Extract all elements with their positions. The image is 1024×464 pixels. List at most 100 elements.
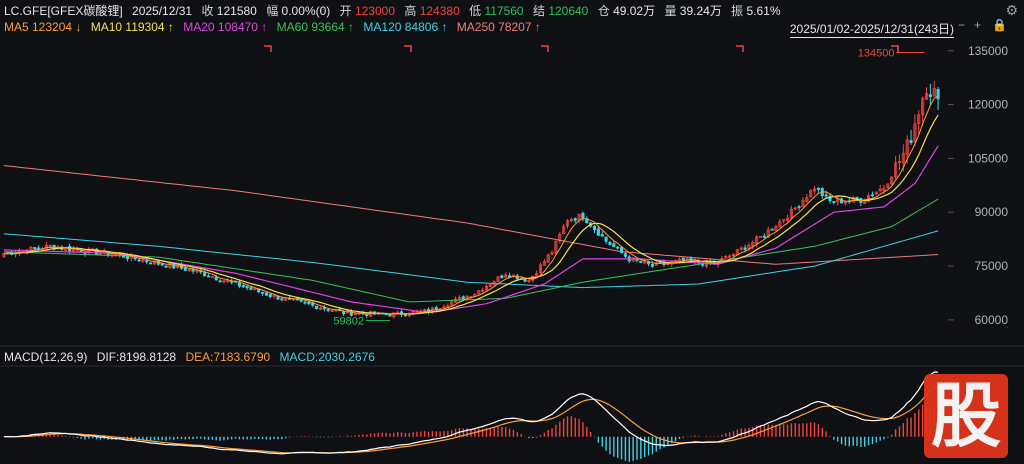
candle-body: [824, 194, 828, 197]
close-value: 121580: [216, 4, 257, 18]
candle-body: [392, 312, 396, 318]
open-value: 123000: [354, 4, 395, 18]
candle-body: [913, 123, 917, 142]
candle-body: [932, 88, 936, 97]
candle-body: [905, 139, 909, 155]
candle-body: [789, 208, 793, 219]
candle-body: [322, 307, 326, 310]
candle-body: [33, 247, 37, 249]
candle-body: [774, 226, 778, 232]
candle-body: [608, 242, 612, 246]
ma60-legend: MA60 93664 ↑: [276, 20, 355, 34]
candle-body: [643, 261, 647, 264]
macd-value: MACD:2030.2676: [279, 350, 375, 364]
candle-body: [558, 233, 562, 242]
candle-body: [581, 212, 585, 219]
candle-body: [897, 161, 902, 164]
settings-icon[interactable]: ⚙: [1005, 2, 1018, 18]
candle-body: [778, 221, 782, 228]
oi-value: 49.02万: [613, 4, 656, 18]
candle-body: [222, 280, 226, 283]
ma5-line: [3, 94, 939, 315]
candle-body: [917, 114, 921, 125]
y-tick-label: 90000: [975, 205, 1009, 219]
candle-body: [434, 307, 438, 310]
candle-body: [554, 240, 558, 254]
candle-body: [870, 194, 875, 197]
candle-body: [739, 247, 743, 250]
candle-body: [728, 255, 732, 258]
candle-body: [260, 291, 265, 294]
candle-body: [751, 241, 755, 247]
candle-body: [542, 261, 546, 266]
candle-body: [758, 236, 763, 238]
candle-body: [230, 281, 234, 283]
oi-label: 仓: [597, 4, 610, 18]
candle-body: [125, 256, 130, 260]
open-label: 开: [339, 4, 352, 18]
y-tick-label: 105000: [968, 151, 1008, 165]
candle-body: [326, 308, 330, 311]
candle-body: [874, 191, 878, 195]
candle-body: [840, 198, 844, 204]
candle-body: [882, 187, 886, 191]
ma5-legend: MA5 123204 ↓: [4, 20, 82, 34]
macd-header: MACD(12,26,9) DIF:8198.8128 DEA:7183.679…: [4, 350, 381, 364]
candle-body: [612, 243, 616, 248]
candle-body: [936, 88, 940, 100]
candle-body: [569, 219, 573, 222]
candle-body: [812, 188, 817, 192]
candle-body: [249, 287, 253, 290]
dif-line: [3, 371, 939, 455]
ma120-line: [3, 230, 939, 289]
plus-icon[interactable]: +: [974, 18, 982, 32]
candle-body: [318, 307, 323, 310]
candle-body: [909, 140, 913, 144]
candle-body: [164, 265, 168, 268]
candle-body: [75, 249, 79, 252]
candle-body: [562, 226, 566, 235]
amp-value: 0.00%(0): [281, 4, 331, 18]
candle-body: [280, 298, 284, 301]
candle-body: [550, 252, 554, 255]
candle-body: [226, 280, 230, 282]
lock-icon[interactable]: 🔒: [992, 18, 1007, 32]
candle-body: [654, 262, 658, 266]
ma250-line: [3, 165, 939, 265]
ma120-legend: MA120 84806 ↑: [363, 20, 448, 34]
candle-body: [886, 183, 890, 188]
candle-body: [141, 259, 145, 262]
candle-body: [496, 276, 500, 282]
candle-body: [619, 247, 624, 254]
candle-body: [770, 228, 774, 231]
ma60-line: [3, 198, 939, 303]
candle-body: [210, 276, 214, 279]
date-range-selector[interactable]: 2025/01/02-2025/12/31(243日): [789, 22, 954, 38]
candle-body: [44, 244, 48, 249]
settle-value: 120640: [548, 4, 589, 18]
period-marker: [736, 45, 744, 52]
candle-body: [450, 301, 454, 306]
close-label: 收: [201, 4, 214, 18]
candle-body: [928, 94, 932, 98]
ma250-legend: MA250 78207 ↑: [456, 20, 541, 34]
candle-body: [307, 301, 311, 305]
candle-body: [203, 272, 207, 277]
candle-body: [623, 253, 627, 257]
minus-icon[interactable]: −: [958, 18, 966, 32]
candle-body: [218, 280, 222, 283]
candle-body: [828, 195, 832, 202]
candle-body: [573, 218, 577, 221]
swing-value: 5.61%: [746, 4, 781, 18]
candle-body: [766, 229, 770, 238]
vol-label: 量: [664, 4, 677, 18]
vol-value: 39.24万: [679, 4, 722, 18]
macd-dea: DEA:7183.6790: [185, 350, 271, 364]
candle-body: [272, 294, 276, 297]
candle-body: [596, 228, 600, 236]
candle-body: [639, 260, 643, 263]
candle-body: [403, 314, 407, 317]
settle-label: 结: [532, 4, 545, 18]
candle-body: [762, 235, 766, 238]
